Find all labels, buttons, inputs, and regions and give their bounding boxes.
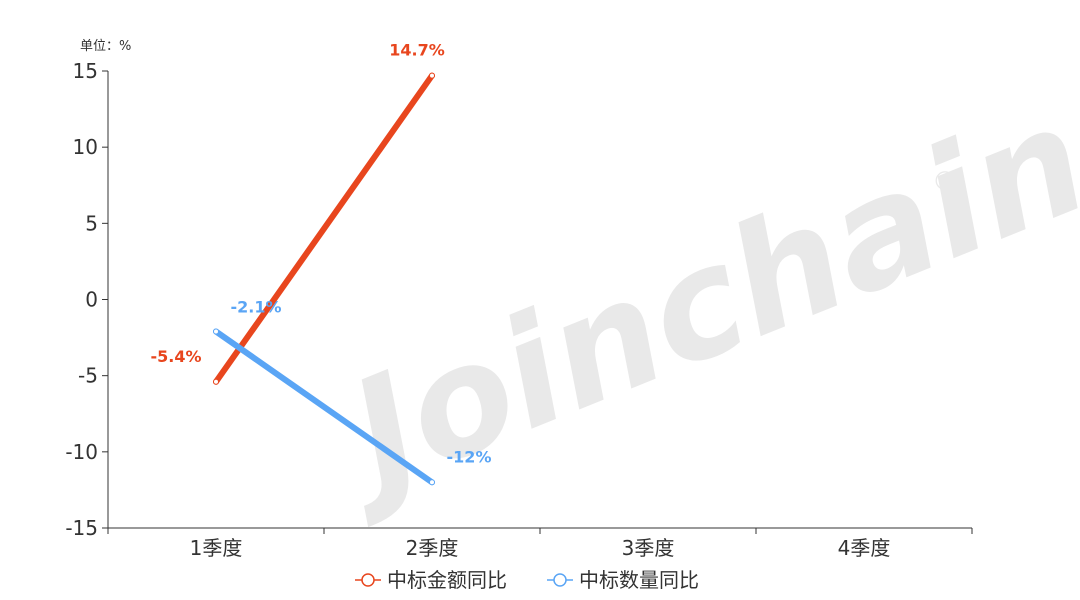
legend-marker-2: [553, 573, 567, 587]
x-tick-label: 3季度: [622, 536, 675, 560]
legend-marker-1: [361, 573, 375, 587]
data-point: [213, 328, 219, 335]
x-tick-label: 4季度: [838, 536, 891, 560]
axes: 15 10 5 0 -5 -10 -15 1季度 2季度 3季度 4季度: [65, 59, 973, 560]
data-point: [213, 378, 219, 385]
x-tick-label: 1季度: [190, 536, 243, 560]
y-tick-label: 10: [73, 135, 98, 159]
series-layer: [213, 72, 435, 486]
legend[interactable]: 中标金额同比 中标数量同比: [355, 568, 699, 592]
series-line-2: [213, 328, 435, 486]
y-tick-label: -15: [65, 516, 98, 540]
x-tick-label: 2季度: [406, 536, 459, 560]
watermark-registered-mark: ®: [932, 167, 958, 197]
y-tick-label: -5: [78, 364, 98, 388]
y-tick-label: -10: [65, 440, 98, 464]
y-tick-label: 5: [85, 211, 98, 235]
data-label: 14.7%: [389, 41, 445, 60]
watermark-text: Joinchain: [305, 73, 1080, 533]
data-label: -2.1%: [230, 297, 281, 316]
series-line-1: [213, 72, 435, 385]
watermark: Joinchain ®: [305, 73, 1080, 533]
legend-label[interactable]: 中标数量同比: [579, 568, 699, 592]
data-point: [429, 72, 435, 79]
data-label: -5.4%: [150, 347, 201, 366]
legend-label[interactable]: 中标金额同比: [387, 568, 507, 592]
data-labels: -5.4% 14.7% -2.1% -12%: [150, 41, 491, 467]
y-tick-label: 15: [73, 59, 98, 83]
y-tick-label: 0: [85, 288, 98, 312]
y-axis-unit-label: 单位：%: [80, 39, 131, 54]
data-point: [429, 479, 435, 486]
data-label: -12%: [447, 447, 492, 466]
